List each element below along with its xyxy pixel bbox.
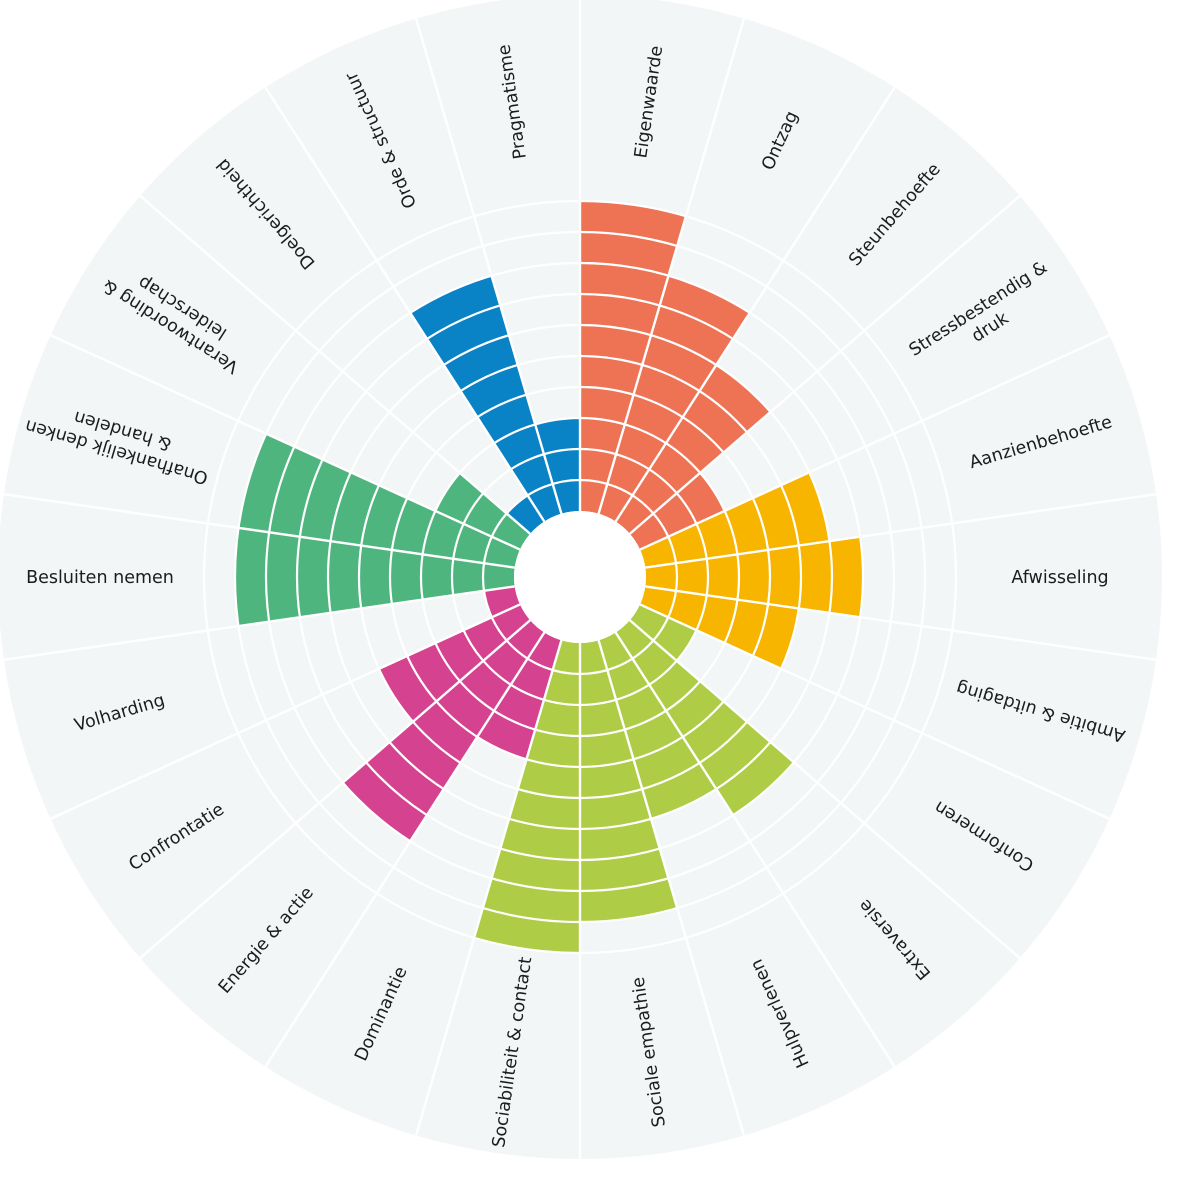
bar-extraversie xyxy=(615,620,794,816)
bar-sociabiliteit-en-contact xyxy=(474,640,580,953)
bar-aanzienbehoefte xyxy=(640,472,830,568)
bar-verantwoording-en-leiderschap xyxy=(435,472,531,550)
sector-divider xyxy=(597,18,746,515)
sector-divider xyxy=(639,603,1110,820)
bar-orde-en-structuur xyxy=(410,275,562,522)
bar-confrontatie xyxy=(378,604,531,722)
bar-energie-en-actie xyxy=(342,620,545,842)
sector-divider xyxy=(414,639,563,1136)
sector-divider xyxy=(3,492,515,569)
bar-ontzag xyxy=(598,275,750,522)
sector-divider xyxy=(264,631,546,1068)
bar-besluiten-nemen xyxy=(234,527,515,627)
sector-divider xyxy=(139,194,531,535)
bar-dominantie xyxy=(477,632,562,760)
sector-divider xyxy=(639,334,1110,551)
bar-ambitie-en-uitdaging xyxy=(640,586,799,669)
sector-divider xyxy=(597,639,746,1136)
category-label: Besluiten nemen xyxy=(26,568,174,588)
sector-divider xyxy=(139,619,531,960)
bar-eigenwaarde xyxy=(580,201,686,514)
category-label-line: Afwisseling xyxy=(1011,568,1108,588)
bar-onafhankelijk-denken-en-handelen xyxy=(238,433,520,568)
ring-layer xyxy=(3,0,1157,1159)
sector-divider xyxy=(645,585,1157,662)
bar-volharding xyxy=(483,586,520,618)
category-label-line: Besluiten nemen xyxy=(26,568,174,588)
sector-divider xyxy=(414,18,563,515)
sector-divider xyxy=(629,619,1021,960)
sector-divider xyxy=(50,334,521,551)
sector-divider xyxy=(614,631,896,1068)
bar-afwisseling xyxy=(645,536,864,618)
category-label: Afwisseling xyxy=(1011,568,1108,588)
sector-divider xyxy=(629,194,1021,535)
bar-hulpverlenen xyxy=(598,632,717,819)
sector-divider xyxy=(50,603,521,820)
sector-divider xyxy=(614,86,896,523)
center-hole xyxy=(514,511,646,643)
bar-pragmatisme xyxy=(535,418,580,514)
sector-divider xyxy=(3,585,515,662)
bar-stressbestendig-en-druk xyxy=(629,472,725,550)
bar-conformeren xyxy=(629,604,697,661)
sector-divider xyxy=(264,86,546,523)
bar-steunbehoefte xyxy=(615,365,771,534)
sector-divider xyxy=(645,492,1157,569)
